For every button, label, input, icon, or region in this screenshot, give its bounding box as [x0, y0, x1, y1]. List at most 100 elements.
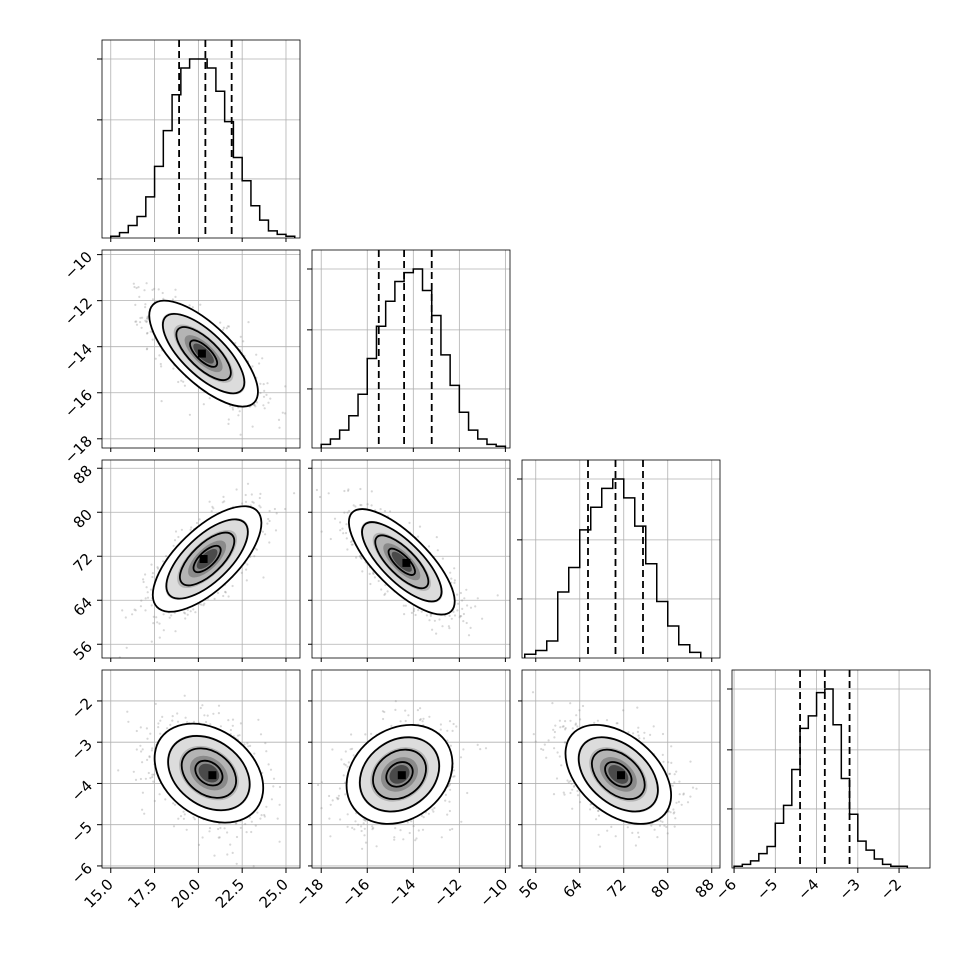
- sample-point: [163, 629, 165, 631]
- sample-point: [144, 573, 146, 575]
- sample-point: [678, 801, 680, 803]
- marginal-histogram-panel: [97, 40, 300, 238]
- sample-point: [338, 795, 340, 797]
- sample-point: [192, 608, 194, 610]
- sample-point: [456, 594, 458, 596]
- sample-point: [452, 611, 454, 613]
- sample-point: [457, 603, 459, 605]
- sample-point: [662, 761, 664, 763]
- sample-point: [155, 616, 157, 618]
- sample-point: [428, 716, 430, 718]
- sample-point: [252, 426, 254, 428]
- sample-point: [169, 724, 171, 726]
- sample-point: [408, 522, 410, 524]
- sample-point: [367, 503, 369, 505]
- sample-point: [354, 820, 356, 822]
- sample-point: [181, 529, 183, 531]
- sample-point: [638, 737, 640, 739]
- sample-point: [330, 804, 332, 806]
- sample-point: [479, 748, 481, 750]
- sample-point: [125, 616, 127, 618]
- sample-point: [153, 774, 155, 776]
- sample-point: [390, 725, 392, 727]
- sample-point: [218, 705, 220, 707]
- sample-point: [372, 827, 374, 829]
- sample-point: [653, 725, 655, 727]
- sample-point: [643, 732, 645, 734]
- sample-point: [328, 818, 330, 820]
- sample-point: [455, 725, 457, 727]
- sample-point: [127, 721, 129, 723]
- sample-point: [271, 798, 273, 800]
- sample-point: [177, 536, 179, 538]
- sample-point: [152, 298, 154, 300]
- sample-point: [201, 704, 203, 706]
- sample-point: [332, 799, 334, 801]
- sample-point: [223, 500, 225, 502]
- sample-point: [143, 581, 145, 583]
- sample-point: [159, 720, 161, 722]
- sample-point: [126, 711, 128, 713]
- sample-point: [411, 612, 413, 614]
- sample-point: [347, 490, 349, 492]
- sample-point: [156, 621, 158, 623]
- sample-point: [364, 733, 366, 735]
- sample-point: [405, 720, 407, 722]
- sample-point: [361, 570, 363, 572]
- sample-point: [193, 816, 195, 818]
- sample-point: [172, 802, 174, 804]
- sample-point: [263, 390, 265, 392]
- sample-point: [148, 772, 150, 774]
- sample-point: [331, 748, 333, 750]
- sample-point: [441, 836, 443, 838]
- sample-point: [236, 836, 238, 838]
- sample-point: [253, 753, 255, 755]
- sample-point: [142, 792, 144, 794]
- sample-point: [175, 530, 177, 532]
- sample-point: [267, 518, 269, 520]
- sample-point: [279, 786, 281, 788]
- sample-point: [208, 830, 210, 832]
- sample-point: [256, 401, 258, 403]
- sample-point: [259, 383, 261, 385]
- sample-point: [339, 529, 341, 531]
- sample-point: [155, 358, 157, 360]
- sample-point: [462, 620, 464, 622]
- sample-point: [140, 726, 142, 728]
- sample-point: [462, 748, 464, 750]
- sample-point: [418, 829, 420, 831]
- sample-point: [330, 538, 332, 540]
- sample-point: [185, 717, 187, 719]
- sample-point: [209, 723, 211, 725]
- sample-point: [345, 523, 347, 525]
- sample-point: [121, 609, 123, 611]
- sample-point: [158, 623, 160, 625]
- sample-point: [422, 829, 424, 831]
- sample-point: [134, 609, 136, 611]
- sample-point: [232, 406, 234, 408]
- sample-point: [415, 614, 417, 616]
- density-peak: [200, 555, 208, 563]
- sample-point: [160, 363, 162, 365]
- sample-point: [211, 506, 213, 508]
- sample-point: [461, 608, 463, 610]
- sample-point: [453, 723, 455, 725]
- density-peak: [198, 350, 206, 358]
- sample-point: [454, 579, 456, 581]
- sample-point: [226, 853, 228, 855]
- sample-point: [460, 592, 462, 594]
- sample-point: [189, 414, 191, 416]
- sample-point: [194, 818, 196, 820]
- sample-point: [133, 283, 135, 285]
- sample-point: [575, 714, 577, 716]
- sample-point: [453, 775, 455, 777]
- sample-point: [448, 801, 450, 803]
- sample-point: [339, 787, 341, 789]
- sample-point: [321, 781, 323, 783]
- sample-point: [453, 582, 455, 584]
- sample-point: [266, 523, 268, 525]
- sample-point: [336, 797, 338, 799]
- sample-point: [190, 526, 192, 528]
- sample-point: [255, 825, 257, 827]
